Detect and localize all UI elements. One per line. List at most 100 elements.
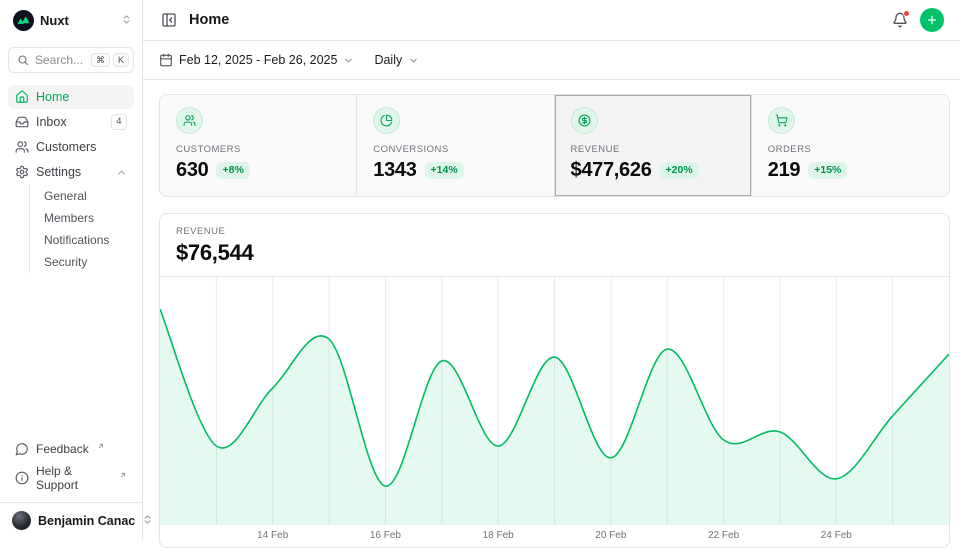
sidebar-nav: Home Inbox 4 Customers Settings [0,79,142,275]
feedback-link[interactable]: Feedback [8,438,134,460]
feedback-label: Feedback [36,442,89,456]
workspace-switcher[interactable]: Nuxt [0,0,142,35]
stats-panel: CUSTOMERS 630 +8% CONVERSIONS 1343 +14% [159,94,950,197]
workspace-name: Nuxt [40,13,115,28]
shopping-cart-icon [768,107,795,134]
pie-chart-icon [373,107,400,134]
stat-value: 219 [768,159,800,182]
search-input[interactable]: Search... ⌘ K [8,47,134,73]
search-shortcut: ⌘ K [91,53,129,68]
x-axis-tick-label: 24 Feb [821,530,852,541]
panel-left-close-icon [161,12,177,28]
stat-delta-badge: +20% [660,162,699,179]
page-title: Home [189,12,229,28]
period-select[interactable]: Daily [374,53,419,67]
stat-label: ORDERS [768,144,933,155]
sidebar-item-label: Settings [36,165,109,179]
info-circle-icon [15,471,29,485]
dollar-circle-icon [571,107,598,134]
stat-delta-badge: +8% [216,162,249,179]
sidebar-spacer [0,275,142,438]
search-icon [17,54,29,66]
dashboard-content: CUSTOMERS 630 +8% CONVERSIONS 1343 +14% [143,80,960,548]
kbd-k: K [113,53,129,68]
external-link-icon [97,442,105,450]
chevron-down-icon [343,55,354,66]
gear-icon [15,165,29,179]
stat-label: CONVERSIONS [373,144,537,155]
notification-dot [903,10,910,17]
stat-card-conversions[interactable]: CONVERSIONS 1343 +14% [357,95,554,196]
plus-icon [926,13,938,27]
sidebar: Nuxt Search... ⌘ K Home [0,0,143,540]
settings-subnav: General Members Notifications Security [29,185,126,273]
x-axis-tick-label: 22 Feb [708,530,739,541]
sidebar-collapse-button[interactable] [159,10,179,30]
avatar [12,511,31,530]
revenue-area-chart[interactable] [160,277,949,525]
chart-title: REVENUE [176,226,933,237]
sidebar-item-members[interactable]: Members [30,207,126,229]
x-axis-labels: 14 Feb 16 Feb 18 Feb 20 Feb 22 Feb 24 Feb [160,525,949,547]
sidebar-item-label: Inbox [36,115,104,129]
main-area: Home Feb 12, 2025 - Feb 26, 2025 [143,0,960,540]
home-icon [15,90,29,104]
sidebar-item-notifications[interactable]: Notifications [30,229,126,251]
sub-item-label: General [44,189,87,203]
sidebar-item-home[interactable]: Home [8,85,134,109]
stat-value: 630 [176,159,208,182]
sub-item-label: Members [44,211,94,225]
stat-card-customers[interactable]: CUSTOMERS 630 +8% [160,95,357,196]
stat-value: 1343 [373,159,416,182]
nuxt-logo-icon [13,10,34,31]
x-axis-tick-label: 20 Feb [595,530,626,541]
external-link-icon [119,471,127,479]
stat-delta-badge: +14% [425,162,464,179]
sidebar-item-label: Customers [36,140,127,154]
sub-item-label: Notifications [44,233,109,247]
help-support-label: Help & Support [36,464,111,492]
chart-canvas [160,277,949,525]
stat-delta-badge: +15% [808,162,847,179]
page-header: Home [143,0,960,41]
x-axis-tick-label: 18 Feb [483,530,514,541]
users-icon [15,140,29,154]
sub-item-label: Security [44,255,87,269]
sidebar-item-customers[interactable]: Customers [8,135,134,159]
sidebar-item-general[interactable]: General [30,185,126,207]
chevron-up-down-icon [121,12,132,30]
period-value: Daily [374,53,402,67]
inbox-count-badge: 4 [111,114,127,129]
search-placeholder: Search... [35,53,85,67]
chart-total-value: $76,544 [176,240,933,266]
add-button[interactable] [920,8,944,32]
app-window: Nuxt Search... ⌘ K Home [0,0,960,540]
stat-label: REVENUE [571,144,735,155]
stat-card-orders[interactable]: ORDERS 219 +15% [752,95,949,196]
sidebar-item-inbox[interactable]: Inbox 4 [8,110,134,134]
stat-label: CUSTOMERS [176,144,340,155]
sidebar-item-settings[interactable]: Settings [8,160,134,184]
chevron-down-icon [408,55,419,66]
users-icon [176,107,203,134]
sidebar-footer: Feedback Help & Support [0,438,142,502]
user-menu[interactable]: Benjamin Canac [0,502,142,540]
notifications-button[interactable] [890,10,910,30]
revenue-chart-card: REVENUE $76,544 14 Feb 16 Feb 18 Feb 20 Feb… [159,213,950,548]
help-support-link[interactable]: Help & Support [8,460,134,496]
x-axis-tick-label: 14 Feb [257,530,288,541]
sidebar-item-security[interactable]: Security [30,251,126,273]
user-name: Benjamin Canac [38,514,135,528]
message-circle-icon [15,442,29,456]
stat-card-revenue[interactable]: REVENUE $477,626 +20% [555,95,752,196]
filter-toolbar: Feb 12, 2025 - Feb 26, 2025 Daily [143,41,960,80]
stat-value: $477,626 [571,159,652,182]
x-axis-tick-label: 16 Feb [370,530,401,541]
inbox-icon [15,115,29,129]
chevron-up-icon [116,167,127,178]
calendar-icon [159,53,173,67]
chart-header: REVENUE $76,544 [160,214,949,277]
sidebar-item-label: Home [36,90,127,104]
kbd-cmd: ⌘ [91,53,110,68]
date-range-picker[interactable]: Feb 12, 2025 - Feb 26, 2025 [159,53,354,67]
